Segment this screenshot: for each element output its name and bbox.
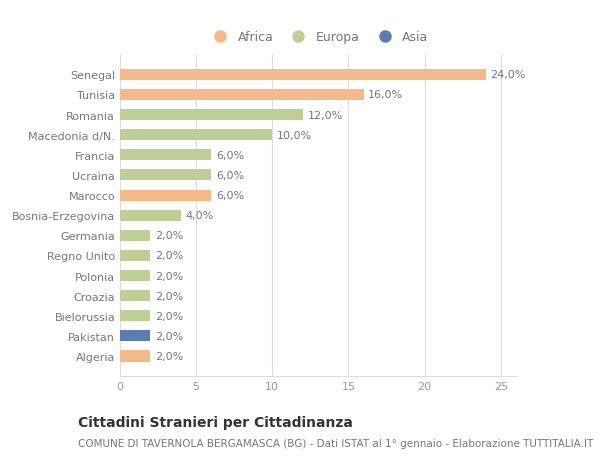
Bar [120, 330, 151, 341]
Bar [120, 70, 485, 81]
Text: 2,0%: 2,0% [155, 331, 183, 341]
Text: 6,0%: 6,0% [216, 190, 244, 201]
Text: 16,0%: 16,0% [368, 90, 403, 100]
Bar [120, 110, 303, 121]
Bar [120, 170, 211, 181]
Text: 10,0%: 10,0% [277, 130, 312, 140]
Bar [120, 150, 211, 161]
Legend: Africa, Europa, Asia: Africa, Europa, Asia [202, 26, 433, 49]
Bar [120, 291, 151, 302]
Bar [120, 311, 151, 322]
Text: 24,0%: 24,0% [490, 70, 526, 80]
Text: 2,0%: 2,0% [155, 351, 183, 361]
Bar [120, 210, 181, 221]
Bar [120, 130, 272, 141]
Text: 6,0%: 6,0% [216, 151, 244, 161]
Text: 2,0%: 2,0% [155, 231, 183, 241]
Bar [120, 190, 211, 201]
Text: 6,0%: 6,0% [216, 171, 244, 180]
Text: 2,0%: 2,0% [155, 251, 183, 261]
Text: COMUNE DI TAVERNOLA BERGAMASCA (BG) - Dati ISTAT al 1° gennaio - Elaborazione TU: COMUNE DI TAVERNOLA BERGAMASCA (BG) - Da… [78, 438, 593, 448]
Text: 4,0%: 4,0% [185, 211, 214, 221]
Text: 12,0%: 12,0% [307, 110, 343, 120]
Bar [120, 250, 151, 262]
Bar [120, 90, 364, 101]
Text: 2,0%: 2,0% [155, 271, 183, 281]
Bar [120, 270, 151, 281]
Text: Cittadini Stranieri per Cittadinanza: Cittadini Stranieri per Cittadinanza [78, 415, 353, 429]
Bar [120, 351, 151, 362]
Bar [120, 230, 151, 241]
Text: 2,0%: 2,0% [155, 291, 183, 301]
Text: 2,0%: 2,0% [155, 311, 183, 321]
